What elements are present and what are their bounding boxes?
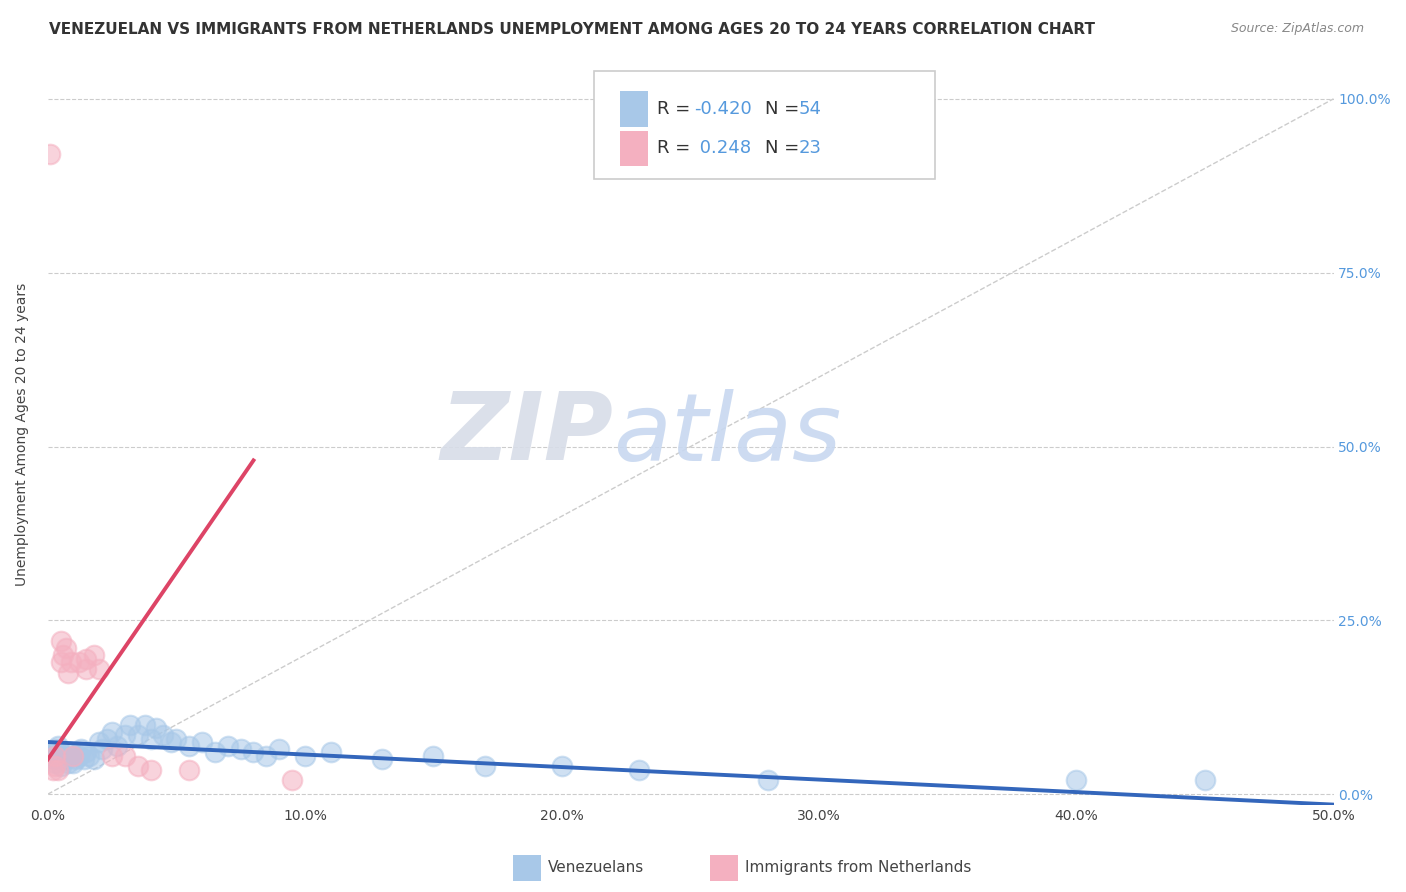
Point xyxy=(254,748,277,763)
Point xyxy=(204,746,226,760)
Bar xyxy=(620,131,648,166)
Point xyxy=(55,752,77,766)
Text: Immigrants from Netherlands: Immigrants from Netherlands xyxy=(745,861,972,875)
Point xyxy=(44,742,66,756)
Point xyxy=(139,731,162,746)
Point xyxy=(281,773,304,788)
Point xyxy=(75,746,97,760)
Text: R =: R = xyxy=(657,100,696,119)
Point xyxy=(422,748,444,763)
Point xyxy=(269,742,291,756)
Point xyxy=(474,759,496,773)
Bar xyxy=(620,92,648,127)
Point xyxy=(101,748,124,763)
Point xyxy=(229,742,252,756)
Point xyxy=(49,746,72,760)
Point xyxy=(67,655,90,669)
Point xyxy=(42,746,65,760)
Point xyxy=(42,763,65,777)
Point xyxy=(118,717,141,731)
Point xyxy=(52,748,75,763)
Point xyxy=(49,634,72,648)
Point xyxy=(75,651,97,665)
Point xyxy=(46,752,69,766)
Point xyxy=(628,763,651,777)
Point xyxy=(160,735,183,749)
Point xyxy=(58,756,80,770)
Text: N =: N = xyxy=(765,100,806,119)
Point xyxy=(73,752,96,766)
Point xyxy=(105,739,128,753)
Point xyxy=(191,735,214,749)
Point xyxy=(127,759,149,773)
Text: N =: N = xyxy=(765,139,806,158)
Text: ZIP: ZIP xyxy=(440,388,613,480)
Point xyxy=(44,759,66,773)
Point xyxy=(139,763,162,777)
Point xyxy=(59,746,82,760)
Point xyxy=(52,648,75,662)
Text: 54: 54 xyxy=(799,100,821,119)
Point xyxy=(114,748,136,763)
Text: R =: R = xyxy=(657,139,696,158)
Text: 0.248: 0.248 xyxy=(695,139,752,158)
Point xyxy=(44,748,66,763)
Point xyxy=(83,752,105,766)
Point xyxy=(58,665,80,680)
Point xyxy=(62,748,84,763)
Point xyxy=(551,759,574,773)
Point xyxy=(1194,773,1216,788)
Point xyxy=(65,752,87,766)
Text: Venezuelans: Venezuelans xyxy=(548,861,644,875)
Point xyxy=(55,641,77,656)
Point xyxy=(49,655,72,669)
Point xyxy=(44,756,66,770)
Point xyxy=(59,655,82,669)
Point xyxy=(134,717,156,731)
Point xyxy=(90,742,112,756)
Text: Source: ZipAtlas.com: Source: ZipAtlas.com xyxy=(1230,22,1364,36)
Text: atlas: atlas xyxy=(613,389,842,480)
Point xyxy=(49,759,72,773)
Point xyxy=(165,731,187,746)
Point xyxy=(217,739,239,753)
Point xyxy=(127,728,149,742)
Point xyxy=(89,662,111,676)
Text: 23: 23 xyxy=(799,139,821,158)
Point xyxy=(75,662,97,676)
Point xyxy=(371,752,394,766)
Point xyxy=(179,739,201,753)
Point xyxy=(114,728,136,742)
Y-axis label: Unemployment Among Ages 20 to 24 years: Unemployment Among Ages 20 to 24 years xyxy=(15,283,30,586)
Point xyxy=(46,763,69,777)
Point xyxy=(67,748,90,763)
Point xyxy=(39,147,62,161)
Point xyxy=(1066,773,1088,788)
Point xyxy=(242,746,264,760)
Point xyxy=(319,746,342,760)
Point xyxy=(42,752,65,766)
Point xyxy=(39,748,62,763)
Point xyxy=(46,739,69,753)
Point xyxy=(70,742,93,756)
FancyBboxPatch shape xyxy=(595,71,935,179)
Text: -0.420: -0.420 xyxy=(695,100,752,119)
Point xyxy=(89,735,111,749)
Point xyxy=(179,763,201,777)
Point xyxy=(62,748,84,763)
Point xyxy=(83,648,105,662)
Point xyxy=(62,756,84,770)
Point xyxy=(96,731,118,746)
Point xyxy=(145,721,167,735)
Point xyxy=(77,748,100,763)
Point xyxy=(101,724,124,739)
Point xyxy=(756,773,779,788)
Point xyxy=(152,728,174,742)
Text: VENEZUELAN VS IMMIGRANTS FROM NETHERLANDS UNEMPLOYMENT AMONG AGES 20 TO 24 YEARS: VENEZUELAN VS IMMIGRANTS FROM NETHERLAND… xyxy=(49,22,1095,37)
Point xyxy=(294,748,316,763)
